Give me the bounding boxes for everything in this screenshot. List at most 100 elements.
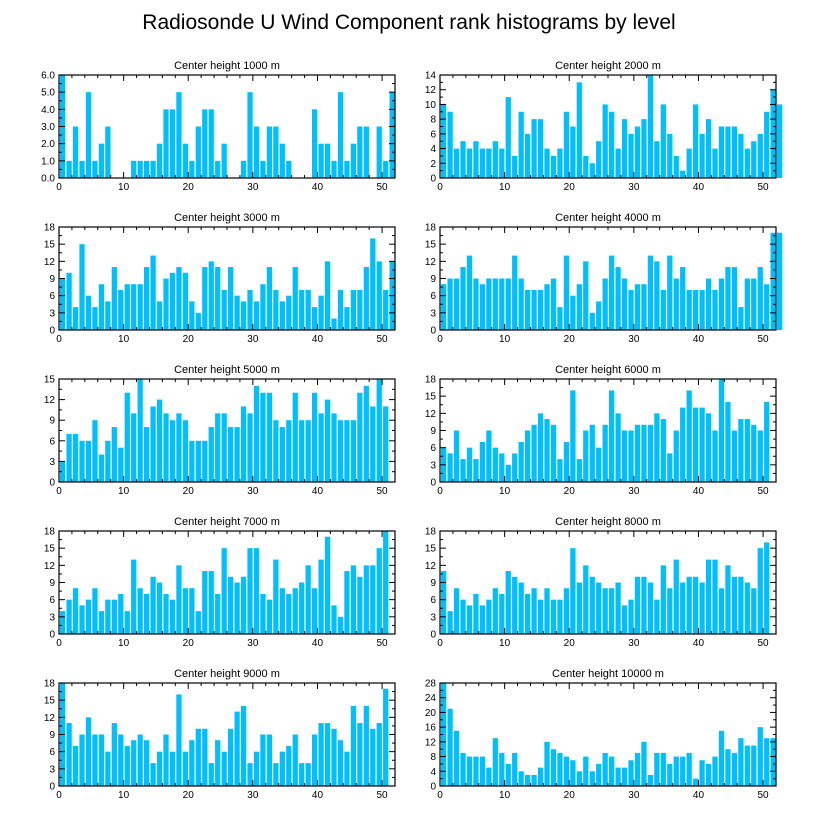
histogram-bar <box>693 407 699 482</box>
histogram-bar <box>105 126 111 178</box>
x-tick-label: 10 <box>499 182 511 193</box>
histogram-bar <box>447 611 453 634</box>
histogram-bar <box>570 126 576 178</box>
histogram-bar <box>299 582 305 634</box>
histogram-bar <box>312 588 318 634</box>
y-tick-label: 18 <box>44 223 56 234</box>
y-tick-label: 9 <box>49 416 55 427</box>
histogram-bar <box>292 734 298 786</box>
histogram-bar <box>596 447 602 482</box>
histogram-bar <box>473 141 479 178</box>
histogram-bar <box>757 548 763 634</box>
histogram-bar <box>615 148 621 178</box>
x-tick-label: 40 <box>693 638 705 649</box>
histogram-bar <box>169 272 176 330</box>
histogram-bar <box>72 307 79 330</box>
histogram-bar <box>137 379 143 482</box>
histogram-bar <box>602 104 608 178</box>
y-tick-label: 3 <box>430 308 436 319</box>
histogram-bar <box>383 406 389 482</box>
histogram-bar <box>318 559 324 634</box>
histogram-bar <box>634 284 641 330</box>
histogram-bar <box>764 111 770 178</box>
histogram-bar <box>344 160 350 178</box>
histogram-bar <box>156 301 163 330</box>
histogram-bar <box>693 289 699 330</box>
histogram-bar <box>764 542 770 634</box>
histogram-bar <box>667 763 673 786</box>
histogram-bar <box>705 559 712 634</box>
histogram-bar <box>550 599 557 634</box>
histogram-bar <box>583 756 589 786</box>
histogram-bar <box>660 289 666 330</box>
histogram-bar <box>609 390 615 482</box>
histogram-bar <box>628 760 634 786</box>
histogram-bar <box>350 289 357 330</box>
histogram-bar <box>85 599 92 634</box>
y-tick-label: 12 <box>44 561 56 572</box>
histogram-bar <box>169 751 176 786</box>
y-tick-label: 6.0 <box>41 71 55 82</box>
histogram-bar <box>376 379 382 482</box>
histogram-bar <box>647 582 654 634</box>
x-tick-label: 20 <box>564 790 576 801</box>
histogram-bar <box>234 295 240 330</box>
histogram-bar <box>331 605 337 634</box>
histogram-bar <box>647 774 654 786</box>
x-tick-label: 0 <box>56 334 62 345</box>
x-tick-label: 30 <box>628 334 640 345</box>
y-tick-label: 18 <box>44 527 56 538</box>
histogram-bar <box>370 728 376 786</box>
histogram-bar <box>479 605 486 634</box>
histogram-bar <box>253 126 260 178</box>
histogram-bar <box>331 318 337 330</box>
y-tick-label: 12 <box>44 713 56 724</box>
histogram-bar <box>557 752 563 786</box>
histogram-bar <box>357 723 363 786</box>
x-tick-label: 30 <box>628 182 640 193</box>
histogram-bar <box>660 565 666 634</box>
histogram-bar <box>111 723 117 786</box>
histogram-bar <box>757 727 763 786</box>
x-tick-label: 20 <box>564 486 576 497</box>
x-tick-label: 50 <box>758 790 770 801</box>
histogram-bar <box>215 740 221 786</box>
histogram-panel-9: Center height 9000 m 0 10 20 30 40 50 0 3 6 9 12 15 1… <box>44 668 396 801</box>
histogram-bar <box>105 440 111 482</box>
histogram-bar <box>131 160 137 178</box>
histogram-bar <box>169 109 176 178</box>
histogram-bar <box>124 392 130 482</box>
x-tick-label: 10 <box>118 790 130 801</box>
histogram-bar <box>453 430 460 482</box>
y-tick-label: 0.0 <box>41 174 55 185</box>
histogram-bar <box>150 255 156 330</box>
y-tick-label: 3.0 <box>41 122 55 133</box>
histogram-bar <box>85 717 92 786</box>
x-tick-label: 40 <box>312 638 324 649</box>
histogram-bar <box>725 565 731 634</box>
histogram-bar <box>512 576 518 634</box>
panel-title: Center height 9000 m <box>174 668 280 680</box>
histogram-bar <box>279 143 285 178</box>
y-tick-label: 9 <box>430 578 436 589</box>
histogram-bar <box>525 774 531 786</box>
histogram-bar <box>234 427 240 482</box>
histogram-bar <box>486 767 492 786</box>
histogram-bar <box>247 413 253 482</box>
histogram-bar <box>163 109 169 178</box>
y-tick-label: 15 <box>44 240 56 251</box>
x-tick-label: 10 <box>118 638 130 649</box>
y-tick-label: 6 <box>430 291 436 302</box>
x-tick-label: 40 <box>693 334 705 345</box>
histogram-bar <box>305 289 311 330</box>
histogram-bar <box>460 752 466 786</box>
histogram-bar <box>460 141 466 178</box>
y-tick-label: 6 <box>49 595 55 606</box>
histogram-bar <box>693 778 699 786</box>
histogram-bar <box>156 399 163 482</box>
y-tick-label: 2.0 <box>41 139 55 150</box>
histogram-bar <box>169 420 176 482</box>
histogram-bar <box>312 734 318 786</box>
histogram-bar <box>596 301 602 330</box>
histogram-bar <box>376 126 382 178</box>
